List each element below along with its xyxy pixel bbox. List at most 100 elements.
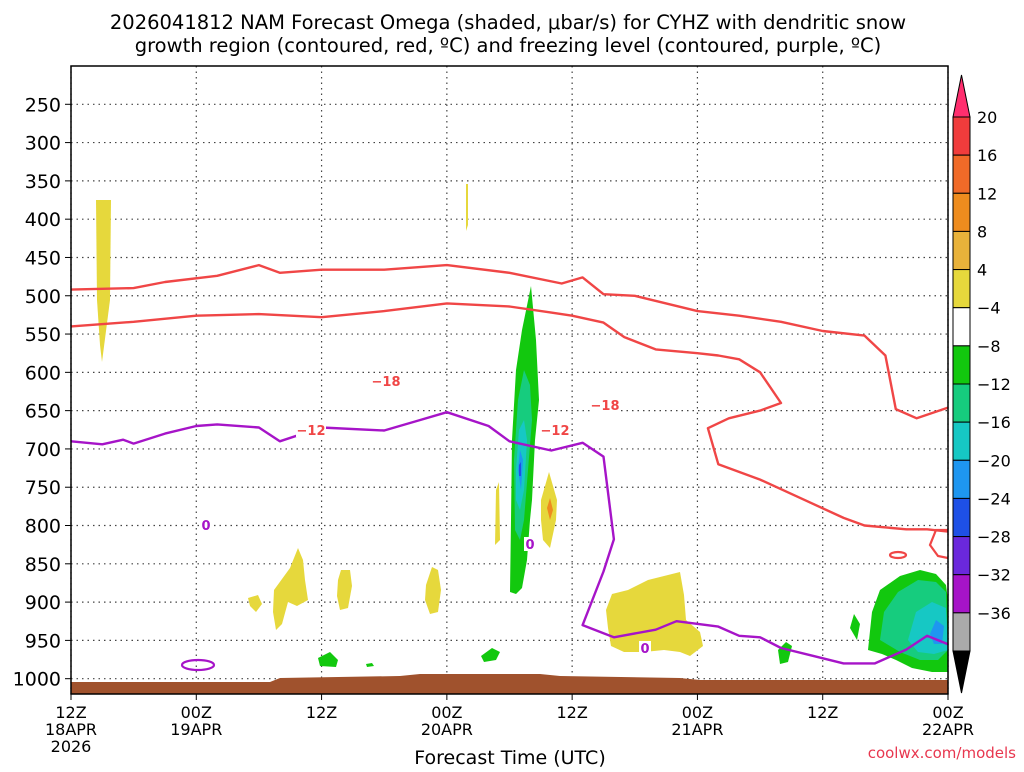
plot-border [70, 65, 949, 695]
colorbar-segment [952, 154, 971, 194]
colorbar-label: −8 [977, 337, 1001, 356]
contour-lines [71, 263, 948, 665]
omega-negative-region [850, 614, 860, 640]
y-tick-label: 400 [25, 209, 61, 231]
omega-positive-region [466, 184, 468, 231]
colorbar-segment [952, 230, 971, 271]
gridlines [70, 66, 949, 694]
isotherm-closed-contour [928, 528, 948, 560]
colorbar-label: 20 [977, 108, 997, 127]
colorbar-segment [952, 192, 971, 232]
colorbar-label: −4 [977, 299, 1001, 318]
isotherm-label-minus12: −12 [541, 424, 570, 439]
isotherm-label-minus12: −12 [297, 424, 326, 439]
y-tick-label: 650 [25, 401, 61, 423]
x-axis-title: Forecast Time (UTC) [414, 747, 605, 768]
colorbar-segment [952, 612, 971, 652]
omega-positive-region [337, 570, 352, 610]
colorbar-label: −36 [977, 604, 1011, 623]
colorbar-label: −28 [977, 528, 1011, 547]
contour-labels: −18 −18 −12 −12 0 0 0 [200, 374, 651, 657]
x-tick-label: 00Z [431, 703, 462, 722]
freezing-level-label: 0 [525, 538, 534, 553]
y-tick-label: 1000 [13, 669, 61, 691]
y-tick-label: 700 [25, 439, 61, 461]
x-tick-label: 12Z [55, 703, 86, 722]
x-tick-label: 00Z [181, 703, 212, 722]
colorbar-segment [952, 345, 971, 385]
omega-negative-region [318, 652, 338, 667]
isotherm-closed-contour [888, 550, 908, 560]
y-tick-label: 300 [25, 133, 61, 155]
omega-positive-region [248, 595, 262, 612]
colorbar-segment [952, 574, 971, 614]
colorbar-segment [952, 116, 971, 156]
y-tick-label: 250 [25, 94, 61, 116]
colorbar-segment [952, 497, 971, 538]
x-tick-label: 2026 [51, 737, 92, 756]
omega-positive-region [495, 482, 500, 545]
colorbar-segment [952, 383, 971, 423]
x-tick-label: 19APR [170, 720, 222, 739]
freezing-level-closed-contour [180, 658, 216, 672]
omega-positive-region [425, 567, 441, 614]
contour-line [71, 263, 948, 420]
colorbar-label: −12 [977, 375, 1011, 394]
colorbar-label: 12 [977, 184, 997, 203]
colorbar-label: −32 [977, 566, 1011, 585]
omega-positive-region [96, 200, 111, 362]
y-tick-label: 450 [25, 247, 61, 269]
isotherm-label-minus18: −18 [372, 375, 401, 390]
colorbar-label: −20 [977, 451, 1011, 470]
colorbar-segment [952, 421, 971, 461]
x-tick-label: 12Z [306, 703, 337, 722]
freezing-level-label: 0 [640, 642, 649, 657]
colorbar-segment [952, 536, 971, 576]
freezing-level-label: 0 [201, 519, 210, 534]
y-tick-label: 750 [25, 477, 61, 499]
colorbar: 20 16 12 8 4 −4 −8 −12 −16 −20 −24 −28 −32 −36 [952, 74, 1011, 694]
omega-negative-region [366, 663, 374, 667]
x-tick-label: 00Z [682, 703, 713, 722]
colorbar-label: 4 [977, 261, 987, 280]
x-tick-label: 21APR [671, 720, 723, 739]
x-tick-label: 12Z [807, 703, 838, 722]
colorbar-segment [952, 459, 971, 499]
closed-contours [180, 528, 948, 672]
colorbar-segment [952, 650, 971, 694]
colorbar-label: −16 [977, 413, 1011, 432]
chart-title-line2: growth region (contoured, red, ºC) and f… [135, 34, 882, 57]
x-tick-label: 22APR [922, 720, 974, 739]
y-tick-label: 600 [25, 362, 61, 384]
y-tick-label: 900 [25, 592, 61, 614]
y-tick-label: 500 [25, 286, 61, 308]
chart-title-line1: 2026041812 NAM Forecast Omega (shaded, μ… [110, 11, 906, 34]
colorbar-label: −24 [977, 489, 1011, 508]
y-tick-label: 350 [25, 171, 61, 193]
y-tick-label: 850 [25, 554, 61, 576]
y-tick-label: 950 [25, 630, 61, 652]
y-tick-label: 550 [25, 324, 61, 346]
omega-center [547, 498, 553, 520]
colorbar-segment [952, 307, 971, 347]
x-tick-label: 00Z [932, 703, 963, 722]
plot-area [71, 66, 948, 694]
omega-negative-region [481, 648, 500, 662]
contour-line [71, 411, 948, 665]
x-tick-label: 12Z [556, 703, 587, 722]
x-tick-label: 20APR [421, 720, 473, 739]
y-tick-label: 800 [25, 516, 61, 538]
contour-line [71, 302, 948, 533]
colorbar-segment [952, 74, 971, 118]
y-axis: 250 300 350 400 450 500 550 600 650 700 750 800 850 9… [13, 94, 71, 691]
omega-negative-region [519, 462, 521, 476]
omega-shading [96, 184, 948, 672]
x-tick-label: 18APR [45, 720, 97, 739]
terrain-ground [71, 674, 948, 694]
colorbar-label: 8 [977, 222, 987, 241]
isotherm-label-minus18: −18 [591, 399, 620, 414]
colorbar-label: 16 [977, 146, 997, 165]
